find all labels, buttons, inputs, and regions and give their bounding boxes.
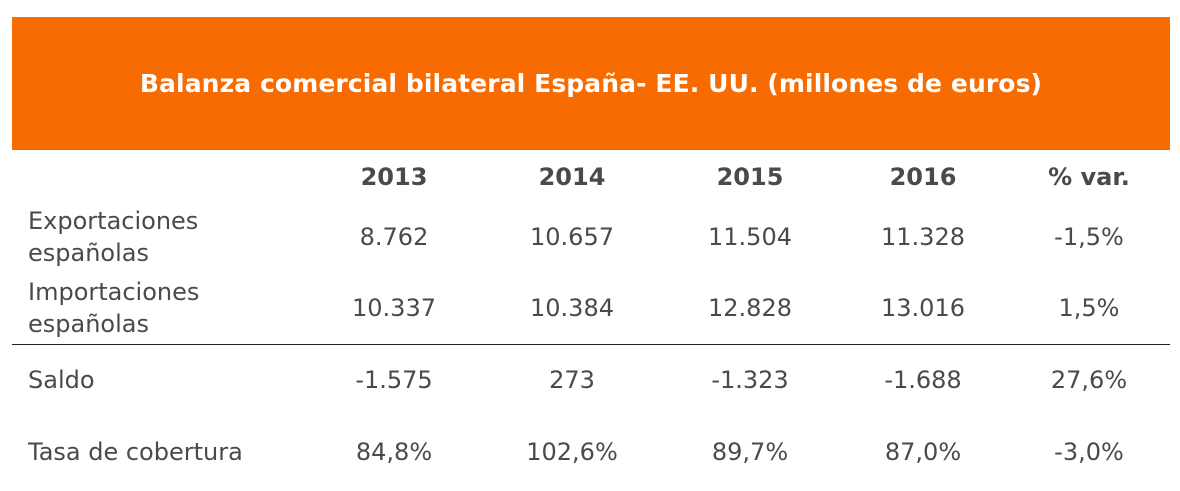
row-label: Tasa de cobertura <box>28 438 243 466</box>
column-header: 2015 <box>716 163 784 191</box>
table-cell: 273 <box>549 366 595 394</box>
table-cell: -1.323 <box>711 366 789 394</box>
table-title: Balanza comercial bilateral España- EE. … <box>139 69 1043 98</box>
table-cell: 27,6% <box>1050 366 1128 394</box>
table-cell: 13.016 <box>881 294 965 322</box>
table-divider <box>12 344 1170 345</box>
table-cell: 11.328 <box>881 223 965 251</box>
table-cell: 84,8% <box>355 438 433 466</box>
table-cell: 10.657 <box>530 223 614 251</box>
column-header: 2016 <box>889 163 957 191</box>
table-cell: -1,5% <box>1054 223 1124 251</box>
column-header: % var. <box>1048 163 1130 191</box>
column-header: 2013 <box>360 163 428 191</box>
table-header-banner: Balanza comercial bilateral España- EE. … <box>12 17 1170 150</box>
table-cell: 89,7% <box>711 438 789 466</box>
table-cell: -3,0% <box>1054 438 1124 466</box>
table-cell: 8.762 <box>359 223 429 251</box>
column-header: 2014 <box>538 163 606 191</box>
table-cell: -1.688 <box>884 366 962 394</box>
table-cell: 1,5% <box>1058 294 1120 322</box>
table-cell: 87,0% <box>884 438 962 466</box>
row-label: Saldo <box>28 366 95 394</box>
table-cell: 10.337 <box>352 294 436 322</box>
row-label: Importaciones españolas <box>28 278 200 338</box>
row-label: Exportaciones españolas <box>28 207 199 267</box>
table-cell: 11.504 <box>708 223 792 251</box>
table-cell: -1.575 <box>355 366 433 394</box>
table-cell: 10.384 <box>530 294 614 322</box>
table-cell: 102,6% <box>526 438 618 466</box>
table-cell: 12.828 <box>708 294 792 322</box>
